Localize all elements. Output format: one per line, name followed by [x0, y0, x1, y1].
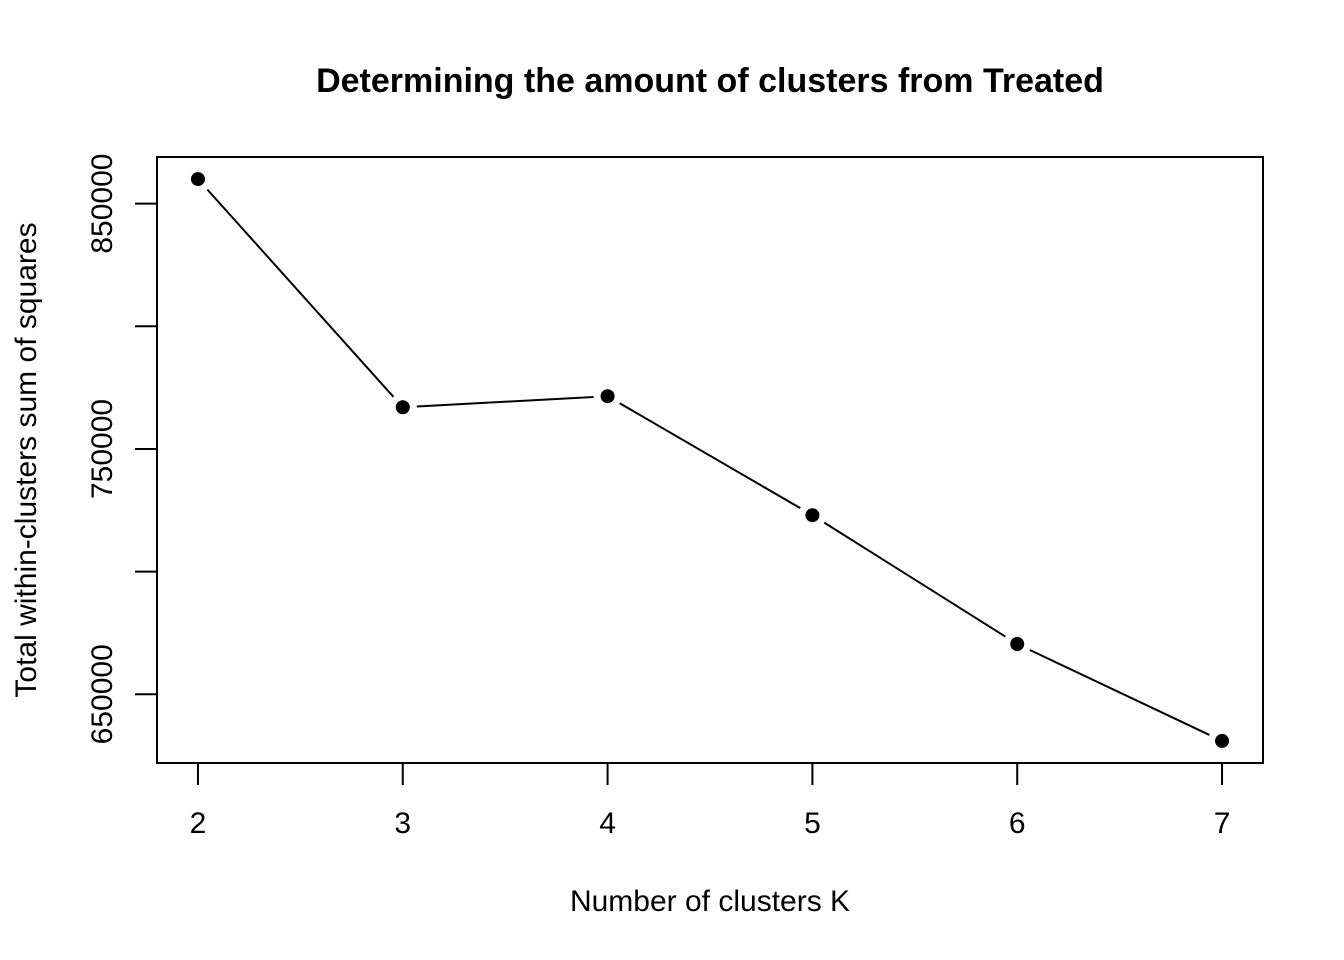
plot-frame — [156, 156, 1264, 764]
data-point — [1010, 637, 1025, 652]
series-segment — [1029, 649, 1210, 736]
series-points — [190, 172, 1230, 748]
x-tick-label: 2 — [190, 807, 207, 840]
series-segment — [206, 188, 395, 398]
chart-title: Determining the amount of clusters from … — [316, 62, 1104, 100]
data-point — [190, 172, 205, 187]
x-axis-label: Number of clusters K — [570, 885, 850, 918]
x-axis: 2 3 4 5 6 7 — [190, 762, 1231, 840]
x-tick-label: 5 — [804, 807, 821, 840]
y-axis-label: Total within-clusters sum of squares — [10, 222, 43, 697]
data-point — [1215, 733, 1230, 748]
y-axis: 650000 750000 850000 — [86, 154, 158, 744]
data-point — [805, 508, 820, 523]
series-segment — [823, 521, 1006, 638]
data-point — [600, 389, 615, 404]
x-tick-label: 3 — [394, 807, 411, 840]
series-segment — [619, 402, 801, 510]
x-tick-label: 4 — [599, 807, 616, 840]
x-tick-label: 7 — [1214, 807, 1231, 840]
series-line — [206, 188, 1210, 736]
y-tick-label: 850000 — [86, 154, 119, 254]
y-tick-label: 650000 — [86, 644, 119, 744]
y-tick-label: 750000 — [86, 399, 119, 499]
series-segment — [416, 395, 594, 408]
x-tick-label: 6 — [1009, 807, 1026, 840]
data-point — [395, 400, 410, 415]
